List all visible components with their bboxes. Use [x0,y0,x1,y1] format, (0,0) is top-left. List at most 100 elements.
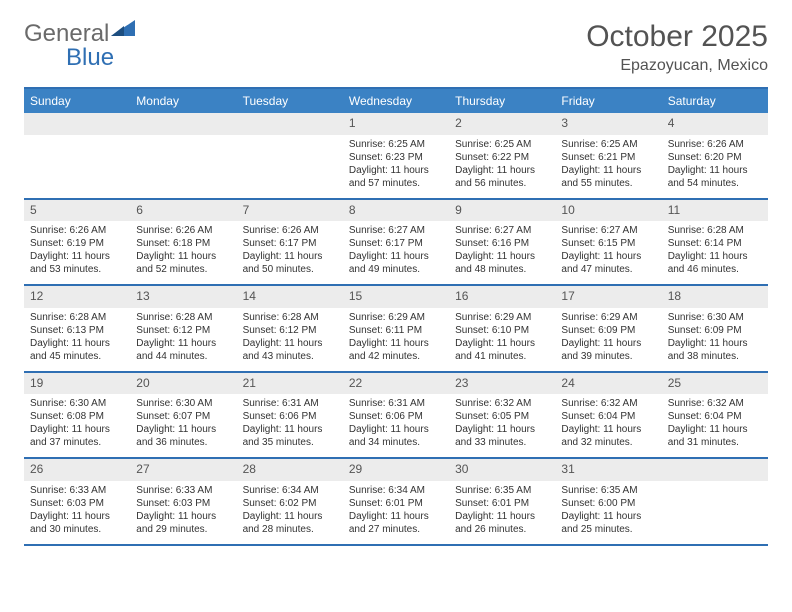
body-strip: Sunrise: 6:30 AMSunset: 6:08 PMDaylight:… [24,394,768,458]
day-cell: Sunrise: 6:32 AMSunset: 6:04 PMDaylight:… [662,394,768,457]
day-cell: Sunrise: 6:28 AMSunset: 6:14 PMDaylight:… [662,221,768,284]
sunset-text: Sunset: 6:13 PM [30,324,124,337]
sunrise-text: Sunrise: 6:25 AM [561,138,655,151]
date-number [237,113,343,135]
date-number: 23 [449,373,555,395]
weekday-header-row: Sunday Monday Tuesday Wednesday Thursday… [24,89,768,113]
sunset-text: Sunset: 6:17 PM [243,237,337,250]
date-strip: 12131415161718 [24,286,768,308]
day-cell [237,135,343,198]
day-cell: Sunrise: 6:33 AMSunset: 6:03 PMDaylight:… [24,481,130,544]
title-block: October 2025 Epazoyucan, Mexico [586,20,768,75]
page-title: October 2025 [586,20,768,53]
body-strip: Sunrise: 6:33 AMSunset: 6:03 PMDaylight:… [24,481,768,545]
date-number: 24 [555,373,661,395]
sunrise-text: Sunrise: 6:25 AM [349,138,443,151]
date-number: 21 [237,373,343,395]
sunrise-text: Sunrise: 6:28 AM [668,224,762,237]
day-cell: Sunrise: 6:26 AMSunset: 6:17 PMDaylight:… [237,221,343,284]
daylight-text: Daylight: 11 hours and 34 minutes. [349,423,443,449]
date-number: 30 [449,459,555,481]
day-cell: Sunrise: 6:27 AMSunset: 6:16 PMDaylight:… [449,221,555,284]
date-number: 4 [662,113,768,135]
daylight-text: Daylight: 11 hours and 47 minutes. [561,250,655,276]
week: 1234Sunrise: 6:25 AMSunset: 6:23 PMDayli… [24,113,768,200]
sunrise-text: Sunrise: 6:31 AM [349,397,443,410]
daylight-text: Daylight: 11 hours and 52 minutes. [136,250,230,276]
sunrise-text: Sunrise: 6:34 AM [243,484,337,497]
sunrise-text: Sunrise: 6:27 AM [561,224,655,237]
day-cell: Sunrise: 6:31 AMSunset: 6:06 PMDaylight:… [237,394,343,457]
date-number: 25 [662,373,768,395]
sunrise-text: Sunrise: 6:35 AM [455,484,549,497]
daylight-text: Daylight: 11 hours and 35 minutes. [243,423,337,449]
weekday-header: Monday [130,89,236,113]
sunset-text: Sunset: 6:06 PM [349,410,443,423]
sunset-text: Sunset: 6:09 PM [668,324,762,337]
body-strip: Sunrise: 6:25 AMSunset: 6:23 PMDaylight:… [24,135,768,199]
date-number: 2 [449,113,555,135]
day-cell: Sunrise: 6:25 AMSunset: 6:21 PMDaylight:… [555,135,661,198]
daylight-text: Daylight: 11 hours and 49 minutes. [349,250,443,276]
date-number: 15 [343,286,449,308]
sunset-text: Sunset: 6:23 PM [349,151,443,164]
sunset-text: Sunset: 6:01 PM [455,497,549,510]
weekday-header: Wednesday [343,89,449,113]
sunrise-text: Sunrise: 6:32 AM [455,397,549,410]
date-number: 31 [555,459,661,481]
daylight-text: Daylight: 11 hours and 28 minutes. [243,510,337,536]
daylight-text: Daylight: 11 hours and 25 minutes. [561,510,655,536]
date-number: 26 [24,459,130,481]
day-cell: Sunrise: 6:26 AMSunset: 6:20 PMDaylight:… [662,135,768,198]
day-cell: Sunrise: 6:30 AMSunset: 6:09 PMDaylight:… [662,308,768,371]
sunset-text: Sunset: 6:03 PM [30,497,124,510]
daylight-text: Daylight: 11 hours and 27 minutes. [349,510,443,536]
sunset-text: Sunset: 6:20 PM [668,151,762,164]
sunrise-text: Sunrise: 6:26 AM [668,138,762,151]
day-cell: Sunrise: 6:35 AMSunset: 6:01 PMDaylight:… [449,481,555,544]
sunset-text: Sunset: 6:17 PM [349,237,443,250]
sunrise-text: Sunrise: 6:30 AM [30,397,124,410]
sunrise-text: Sunrise: 6:27 AM [455,224,549,237]
sunrise-text: Sunrise: 6:32 AM [561,397,655,410]
weekday-header: Friday [555,89,661,113]
calendar: Sunday Monday Tuesday Wednesday Thursday… [24,87,768,546]
date-number: 20 [130,373,236,395]
daylight-text: Daylight: 11 hours and 37 minutes. [30,423,124,449]
date-strip: 567891011 [24,200,768,222]
daylight-text: Daylight: 11 hours and 50 minutes. [243,250,337,276]
sunrise-text: Sunrise: 6:29 AM [455,311,549,324]
sunset-text: Sunset: 6:01 PM [349,497,443,510]
sunset-text: Sunset: 6:10 PM [455,324,549,337]
day-cell: Sunrise: 6:30 AMSunset: 6:07 PMDaylight:… [130,394,236,457]
day-cell: Sunrise: 6:29 AMSunset: 6:11 PMDaylight:… [343,308,449,371]
date-strip: 19202122232425 [24,373,768,395]
daylight-text: Daylight: 11 hours and 41 minutes. [455,337,549,363]
daylight-text: Daylight: 11 hours and 55 minutes. [561,164,655,190]
day-cell: Sunrise: 6:34 AMSunset: 6:02 PMDaylight:… [237,481,343,544]
sunset-text: Sunset: 6:04 PM [561,410,655,423]
logo-word2: Blue [66,44,114,71]
sunset-text: Sunset: 6:02 PM [243,497,337,510]
sunset-text: Sunset: 6:04 PM [668,410,762,423]
sunset-text: Sunset: 6:08 PM [30,410,124,423]
sunset-text: Sunset: 6:12 PM [136,324,230,337]
week: 567891011Sunrise: 6:26 AMSunset: 6:19 PM… [24,200,768,287]
week: 262728293031Sunrise: 6:33 AMSunset: 6:03… [24,459,768,546]
date-number: 8 [343,200,449,222]
day-cell [24,135,130,198]
week: 12131415161718Sunrise: 6:28 AMSunset: 6:… [24,286,768,373]
daylight-text: Daylight: 11 hours and 33 minutes. [455,423,549,449]
sunrise-text: Sunrise: 6:26 AM [243,224,337,237]
logo-word1: General [24,22,109,46]
sunset-text: Sunset: 6:18 PM [136,237,230,250]
sunset-text: Sunset: 6:21 PM [561,151,655,164]
sunset-text: Sunset: 6:05 PM [455,410,549,423]
daylight-text: Daylight: 11 hours and 56 minutes. [455,164,549,190]
sunrise-text: Sunrise: 6:30 AM [136,397,230,410]
sunset-text: Sunset: 6:06 PM [243,410,337,423]
day-cell: Sunrise: 6:25 AMSunset: 6:23 PMDaylight:… [343,135,449,198]
daylight-text: Daylight: 11 hours and 36 minutes. [136,423,230,449]
weekday-header: Thursday [449,89,555,113]
date-number: 17 [555,286,661,308]
